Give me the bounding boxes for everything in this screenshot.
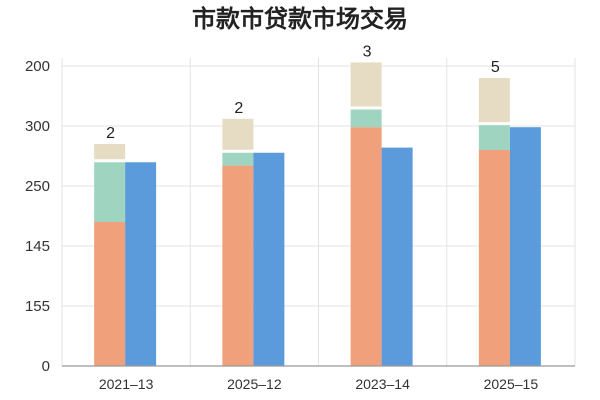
x-tick-label: 2025–15 [484,376,539,392]
stack-top-segment [94,144,126,161]
y-tick-label: 200 [25,58,50,75]
stack-middle-segment [94,160,126,222]
y-tick-label: 155 [25,298,50,315]
stack-bottom-segment [222,165,254,366]
data-label: 2 [234,100,243,117]
single-bar [381,147,413,366]
y-tick-label: 250 [25,178,50,195]
stack-top-segment [350,62,382,108]
stack-middle-segment [350,108,382,128]
y-tick-label: 145 [25,238,50,255]
stack-middle-segment [478,123,510,150]
stack-top-segment [222,118,254,152]
stack-top-segment [478,78,510,124]
single-bar [253,150,285,366]
x-tick-label: 2021–13 [99,376,154,392]
stack-middle-segment [222,151,254,166]
data-label: 2 [106,125,115,142]
y-tick-label: 0 [42,358,50,375]
single-bar [125,160,157,366]
x-tick-label: 2025–12 [227,376,282,392]
x-tick-label: 2023–14 [355,376,410,392]
data-label: 5 [491,59,500,76]
bar-layer [93,62,542,366]
stack-bottom-segment [478,150,510,366]
single-bar [509,127,541,366]
chart-title: 市款市贷款市场交易 [192,5,408,33]
data-label: 3 [363,43,372,60]
stack-bottom-segment [94,222,126,366]
label-layer: 0 155 145 250 300 200 2 2021–13 2 2025–12 3 2023–14… [25,43,538,392]
y-tick-label: 300 [25,118,50,135]
stack-bottom-segment [350,127,382,366]
